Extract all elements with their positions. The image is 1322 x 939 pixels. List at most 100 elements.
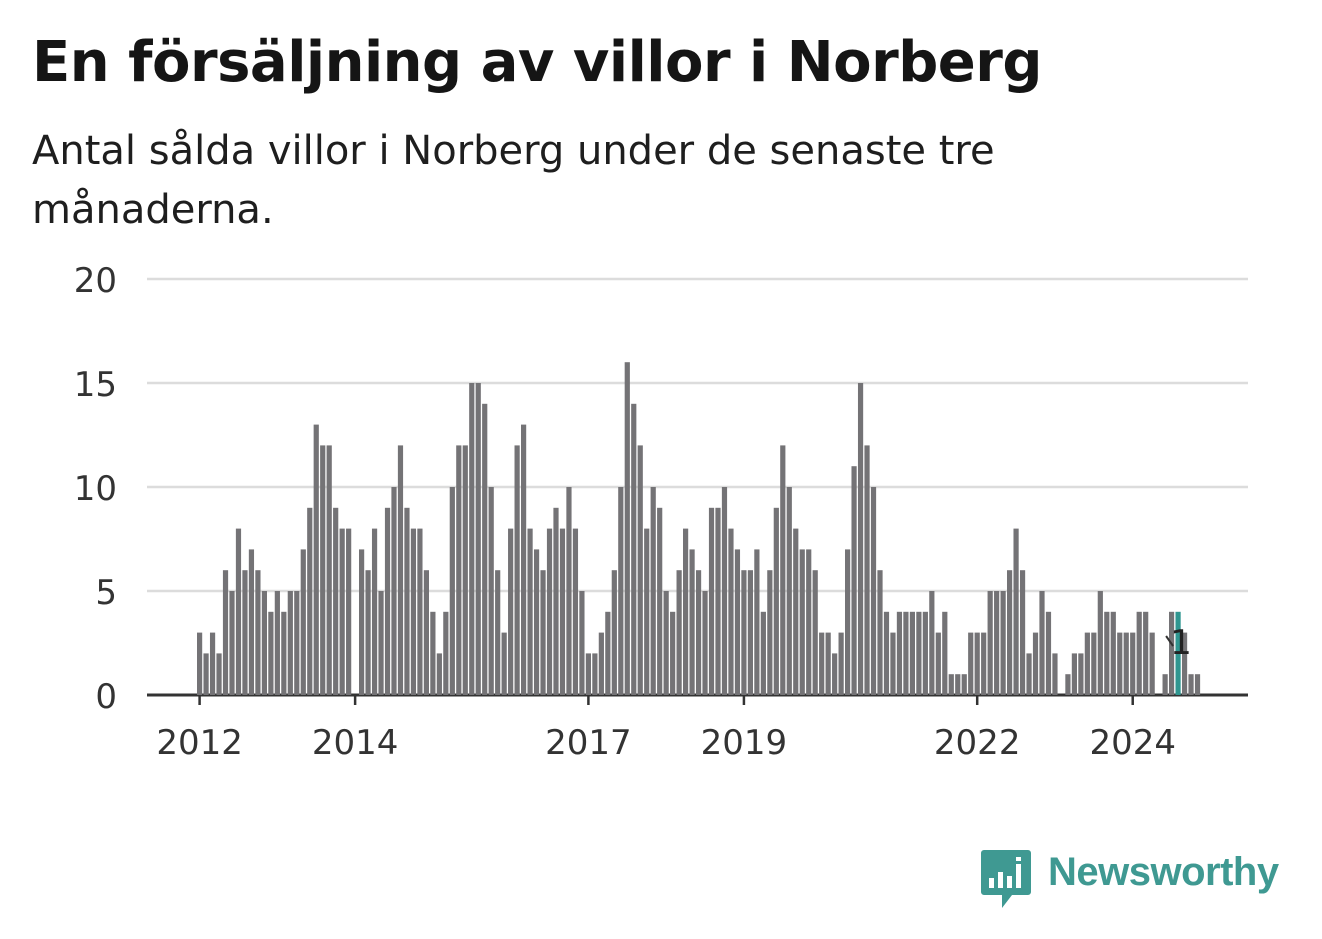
bar: [935, 632, 941, 695]
bar: [248, 549, 255, 695]
bar: [845, 549, 851, 695]
bar: [650, 487, 656, 695]
bar: [708, 507, 715, 695]
bar: [663, 591, 669, 695]
bar: [1065, 674, 1071, 695]
chart-subtitle: Antal sålda villor i Norberg under de se…: [32, 128, 995, 233]
bar: [968, 632, 974, 695]
bar: [1117, 632, 1123, 695]
bar: [870, 487, 877, 695]
x-tick-label: 2019: [701, 723, 788, 763]
x-tick-label: 2024: [1089, 723, 1176, 763]
bar: [294, 591, 300, 695]
bar: [430, 611, 436, 695]
y-axis-labels: 0 5 10 15 20: [74, 261, 117, 717]
chart-title: En försäljning av villor i Norberg: [32, 30, 1042, 95]
bar: [806, 549, 812, 695]
bar: [423, 570, 429, 695]
bar: [313, 424, 319, 695]
bar: [1000, 591, 1006, 695]
bar: [825, 632, 831, 695]
bar: [916, 611, 922, 695]
x-axis-labels: 2012 2014 2017 2019 2022 2024: [156, 695, 1176, 763]
bar: [508, 528, 514, 695]
bar: [417, 528, 423, 695]
bar: [773, 507, 779, 695]
bar: [436, 653, 442, 695]
bar: [760, 611, 766, 695]
bar: [462, 445, 468, 695]
bar: [890, 632, 896, 695]
bar: [676, 570, 682, 695]
bar: [300, 549, 306, 695]
bar: [371, 528, 378, 695]
bar: [987, 591, 993, 695]
bar: [274, 591, 280, 695]
bar: [961, 674, 967, 695]
bar: [618, 487, 624, 695]
bar: [948, 674, 954, 695]
bar: [819, 632, 825, 695]
bar: [883, 611, 890, 695]
bar: [922, 611, 928, 695]
bar: [287, 591, 293, 695]
bar: [365, 570, 371, 695]
bar: [449, 487, 455, 695]
bar: [268, 611, 274, 695]
brand-name: Newsworthy: [1048, 850, 1279, 894]
bar: [838, 632, 844, 695]
bar: [546, 528, 553, 695]
bar: [598, 632, 604, 695]
y-tick-label: 0: [95, 677, 117, 717]
bar: [799, 549, 805, 695]
y-tick-label: 20: [74, 261, 117, 301]
bar: [203, 653, 209, 695]
bar: [637, 445, 643, 695]
bar: [566, 487, 572, 695]
bar: [456, 445, 462, 695]
bar: [1007, 570, 1013, 695]
y-tick-label: 5: [95, 573, 117, 613]
bar: [222, 570, 229, 695]
bar: [1169, 611, 1175, 695]
annotations: 1: [1165, 623, 1192, 663]
bar: [903, 611, 909, 695]
x-tick-label: 2012: [156, 723, 243, 763]
bar: [261, 591, 267, 695]
bar: [624, 362, 630, 695]
bar: [1019, 570, 1026, 695]
bar: [242, 570, 248, 695]
bar: [670, 611, 676, 695]
bar: [1052, 653, 1058, 695]
bar: [404, 507, 410, 695]
bar: [559, 528, 566, 695]
bar: [495, 570, 501, 695]
bar: [981, 632, 987, 695]
x-tick-label: 2014: [312, 723, 399, 763]
bar: [307, 507, 313, 695]
bar: [501, 632, 507, 695]
bar: [994, 591, 1000, 695]
bar: [611, 570, 617, 695]
bar: [715, 507, 721, 695]
bar: [657, 507, 663, 695]
y-tick-label: 15: [74, 365, 117, 405]
bar: [384, 507, 391, 695]
bar: [469, 383, 475, 695]
newsworthy-logo-icon: [981, 850, 1031, 908]
bar: [229, 591, 235, 695]
bar: [320, 445, 326, 695]
bar: [533, 549, 540, 695]
bar: [1123, 632, 1129, 695]
bars: [197, 362, 1201, 695]
bar: [1084, 632, 1090, 695]
bar: [689, 549, 695, 695]
bar: [955, 674, 961, 695]
bar: [346, 528, 352, 695]
bar: [1071, 653, 1077, 695]
bar: [1013, 528, 1019, 695]
bar: [1143, 611, 1149, 695]
bar: [339, 528, 345, 695]
bar: [378, 591, 384, 695]
bar: [909, 611, 915, 695]
